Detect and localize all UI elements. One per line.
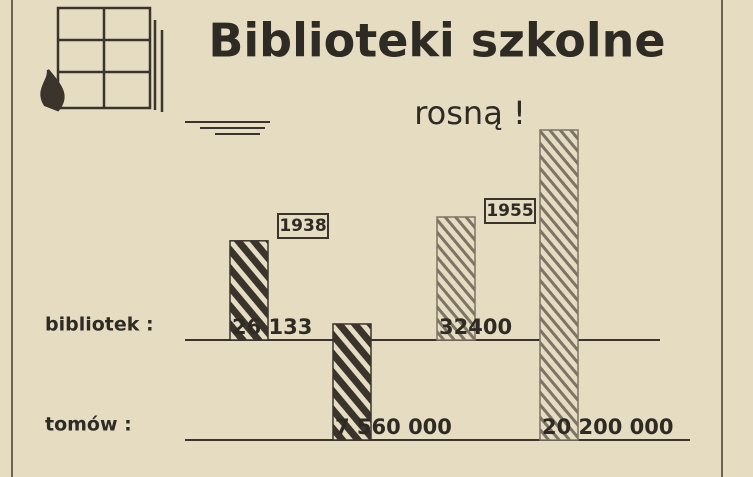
legend-label: 1955 [486,201,533,221]
bar [540,130,578,440]
chart: Biblioteki szkolne rosną ! bibliotek : 26… [0,0,753,477]
category-label: tomów : [45,414,132,436]
value-label: 32400 [439,315,512,339]
value-label: 20 200 000 [542,415,674,439]
value-label: 7 560 000 [335,415,452,439]
chart-title: Biblioteki szkolne [208,14,665,68]
legend-label: 1938 [279,216,326,236]
chart-subtitle: rosną ! [414,94,526,132]
category-label: bibliotek : [45,314,154,336]
value-label: 26 133 [232,315,312,339]
